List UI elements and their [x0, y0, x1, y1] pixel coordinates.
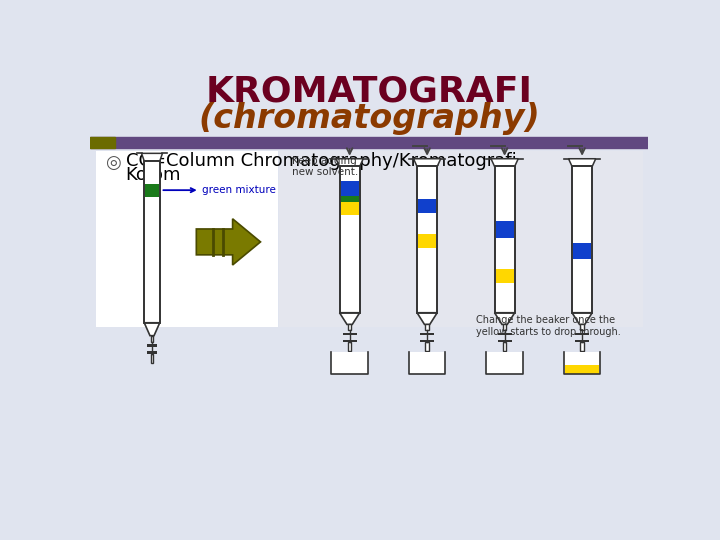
Bar: [340, 166, 360, 313]
Bar: [90, 137, 114, 148]
Bar: [150, 354, 153, 363]
Polygon shape: [336, 159, 363, 166]
Bar: [487, 352, 523, 374]
Bar: [420, 340, 434, 342]
Bar: [564, 365, 600, 374]
Bar: [495, 220, 513, 238]
Bar: [580, 325, 584, 330]
Bar: [418, 199, 436, 213]
Bar: [495, 166, 515, 313]
Bar: [498, 340, 512, 342]
Text: green mixture: green mixture: [163, 185, 276, 195]
Bar: [503, 342, 506, 350]
Bar: [279, 151, 644, 327]
Bar: [147, 352, 158, 354]
Text: (chromatography): (chromatography): [198, 102, 540, 135]
Bar: [150, 336, 153, 342]
Bar: [417, 166, 437, 313]
Bar: [426, 325, 429, 330]
Bar: [503, 325, 506, 330]
Polygon shape: [413, 159, 441, 166]
Bar: [144, 161, 160, 323]
Bar: [495, 269, 513, 284]
Polygon shape: [417, 313, 437, 325]
Polygon shape: [572, 313, 593, 325]
Bar: [409, 352, 445, 374]
Polygon shape: [144, 323, 160, 336]
Bar: [417, 166, 437, 313]
Polygon shape: [491, 159, 518, 166]
Polygon shape: [495, 313, 515, 325]
Bar: [340, 166, 360, 313]
Bar: [341, 195, 359, 201]
Polygon shape: [569, 159, 595, 166]
Bar: [580, 342, 584, 350]
Bar: [144, 161, 160, 323]
Text: ◎: ◎: [105, 154, 121, 172]
Text: Change the beaker once the
yellow starts to drop through.: Change the beaker once the yellow starts…: [476, 315, 621, 336]
Polygon shape: [197, 219, 261, 265]
Bar: [575, 340, 589, 342]
Bar: [341, 201, 359, 215]
Text: CC=Column Chromatography/Kromatografi: CC=Column Chromatography/Kromatografi: [126, 152, 516, 170]
Bar: [418, 234, 436, 248]
Text: Kolom: Kolom: [126, 166, 181, 184]
Bar: [573, 242, 591, 259]
Polygon shape: [340, 313, 360, 325]
Bar: [145, 184, 158, 197]
Bar: [498, 333, 512, 335]
Text: Keep adding
new solvent.: Keep adding new solvent.: [292, 156, 358, 177]
Bar: [495, 166, 515, 313]
Bar: [572, 166, 592, 313]
Bar: [96, 151, 279, 327]
Bar: [564, 352, 600, 374]
Bar: [343, 333, 356, 335]
Bar: [341, 181, 359, 195]
Bar: [348, 342, 351, 350]
Bar: [575, 333, 589, 335]
Bar: [343, 340, 356, 342]
Bar: [331, 352, 368, 374]
Bar: [426, 342, 429, 350]
Bar: [420, 333, 434, 335]
Bar: [348, 325, 351, 330]
Bar: [572, 166, 592, 313]
Bar: [147, 345, 158, 347]
Polygon shape: [142, 153, 163, 161]
Text: KROMATOGRAFI: KROMATOGRAFI: [205, 75, 533, 109]
Bar: [90, 137, 648, 148]
